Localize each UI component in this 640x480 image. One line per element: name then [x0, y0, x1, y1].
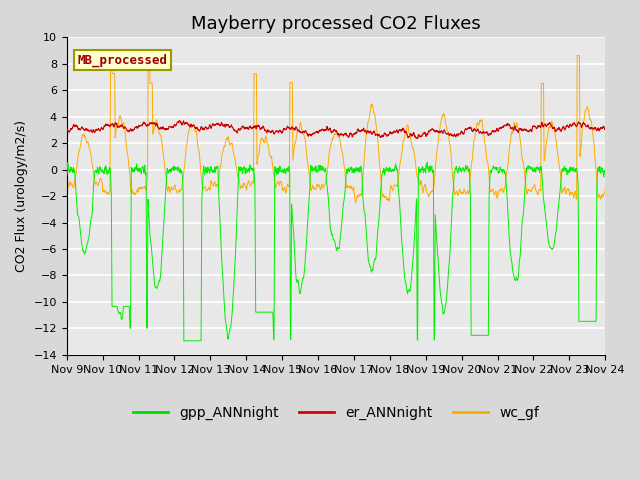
- Text: MB_processed: MB_processed: [77, 53, 168, 67]
- Legend: gpp_ANNnight, er_ANNnight, wc_gf: gpp_ANNnight, er_ANNnight, wc_gf: [127, 400, 545, 425]
- Y-axis label: CO2 Flux (urology/m2/s): CO2 Flux (urology/m2/s): [15, 120, 28, 272]
- Title: Mayberry processed CO2 Fluxes: Mayberry processed CO2 Fluxes: [191, 15, 481, 33]
